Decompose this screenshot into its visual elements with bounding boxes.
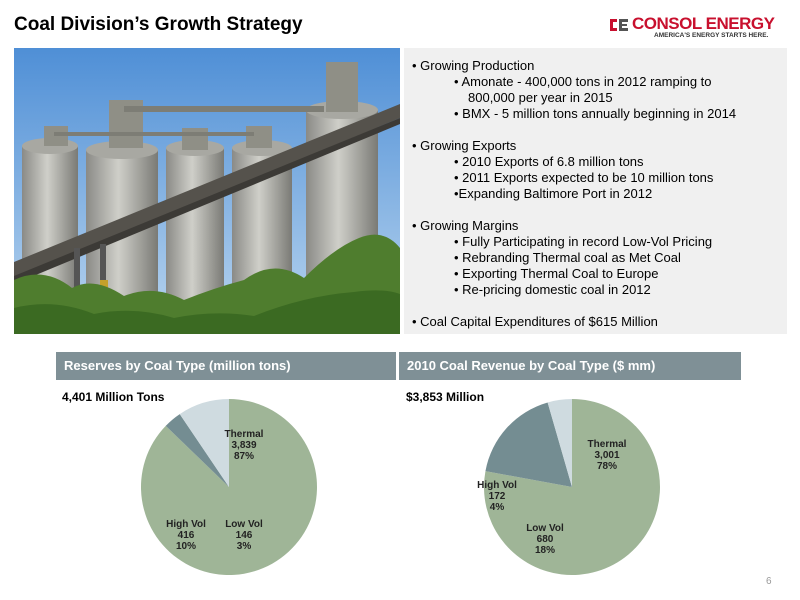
slice-label-low-vol: Low Vol 680 18% [526, 523, 564, 556]
bullet-item: • BMX - 5 million tons annually beginnin… [454, 106, 737, 121]
slice-label-high-vol: High Vol 416 10% [166, 519, 206, 552]
bullet-item: •Expanding Baltimore Port in 2012 [454, 186, 653, 201]
revenue-pie-chart: Thermal 3,001 78% Low Vol 680 18% High Vol 172 4… [477, 399, 660, 575]
bullet-item: • 2010 Exports of 6.8 million tons [454, 154, 644, 169]
revenue-chart-header: 2010 Coal Revenue by Coal Type ($ mm) [399, 352, 741, 380]
revenue-total: $3,853 Million [406, 390, 485, 404]
slice-label-high-vol: High Vol 172 4% [477, 480, 517, 513]
logo-mark-icon [610, 19, 628, 31]
pie-slice-high-vol [547, 399, 572, 487]
bullet-item: • Amonate - 400,000 tons in 2012 ramping… [454, 74, 712, 89]
logo-name: CONSOL ENERGY [632, 14, 775, 33]
bullet-item: 800,000 per year in 2015 [468, 90, 613, 105]
bullet-item: • Growing Margins [412, 218, 519, 233]
pie-slice-low-vol [165, 414, 229, 487]
reserves-chart-header: Reserves by Coal Type (million tons) [56, 352, 396, 380]
bullet-item: • Exporting Thermal Coal to Europe [454, 266, 659, 281]
consol-energy-logo: CONSOL ENERGY AMERICA'S ENERGY STARTS HE… [608, 14, 788, 42]
page-number: 6 [766, 576, 772, 587]
bullet-item: • Rebranding Thermal coal as Met Coal [454, 250, 681, 265]
slice-label-low-vol: Low Vol 146 3% [225, 519, 263, 552]
pie-slice-low-vol [485, 402, 572, 487]
bullet-list: • Growing Production • Amonate - 400,000… [404, 48, 787, 334]
coal-silos-photo [14, 48, 400, 334]
bullet-item: • 2011 Exports expected to be 10 million… [454, 170, 714, 185]
bullet-item: • Growing Production [412, 58, 535, 73]
slice-label-thermal: Thermal 3,001 78% [588, 439, 627, 472]
bullet-item: • Re-pricing domestic coal in 2012 [454, 282, 651, 297]
logo-tagline: AMERICA'S ENERGY STARTS HERE. [654, 32, 769, 39]
slice-label-thermal: Thermal 3,839 87% [225, 429, 264, 462]
bullet-item: • Growing Exports [412, 138, 517, 153]
pie-slice-high-vol [179, 399, 229, 487]
reserves-pie-chart: Thermal 3,839 87% Low Vol 146 3% High Vol 416 10… [141, 399, 317, 575]
page-title: Coal Division’s Growth Strategy [14, 14, 303, 35]
bullet-item: • Fully Participating in record Low-Vol … [454, 234, 713, 249]
bullet-item: • Coal Capital Expenditures of $615 Mill… [412, 314, 658, 329]
reserves-total: 4,401 Million Tons [62, 390, 165, 404]
